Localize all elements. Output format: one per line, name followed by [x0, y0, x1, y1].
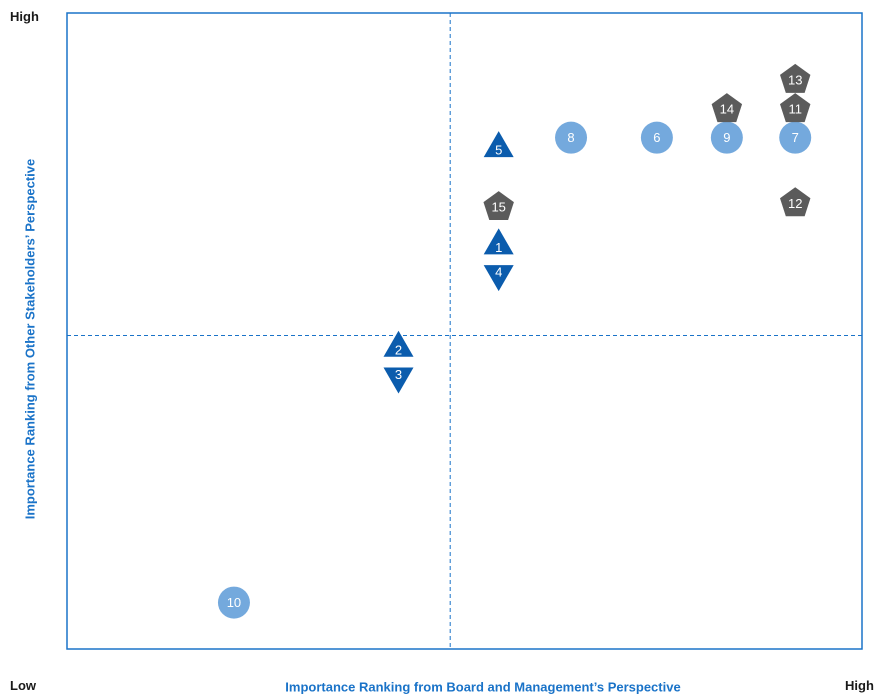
- pentagon-marker: [711, 93, 743, 123]
- marker-label: 5: [495, 143, 502, 158]
- triangle-up-marker: [483, 131, 514, 158]
- triangle-up-marker: [483, 228, 514, 255]
- x-axis-high-label: High: [845, 678, 874, 693]
- circle-marker: [217, 586, 250, 619]
- marker-label: 13: [788, 72, 802, 87]
- pentagon-marker: [483, 191, 514, 221]
- y-axis-title: Importance Ranking from Other Stakeholde…: [22, 158, 38, 520]
- marker-label: 7: [792, 130, 799, 145]
- pentagon-marker: [780, 187, 811, 217]
- marker-label: 8: [567, 130, 574, 145]
- marker-label: 6: [653, 130, 660, 145]
- marker-label: 3: [395, 367, 402, 382]
- triangle-up-marker: [383, 330, 414, 357]
- triangle-down-marker: [483, 265, 514, 292]
- circle-marker: [779, 121, 812, 154]
- marker-label: 15: [491, 200, 505, 215]
- marker-label: 11: [788, 102, 802, 117]
- circle-marker: [555, 121, 588, 154]
- marker-label: 14: [720, 102, 734, 117]
- marker-label: 2: [395, 342, 402, 357]
- marker-label: 9: [723, 130, 730, 145]
- plot-frame: [66, 12, 863, 650]
- marker-label: 10: [227, 595, 241, 610]
- pentagon-marker: [780, 93, 811, 123]
- marker-label: 4: [495, 265, 502, 280]
- circle-marker: [640, 121, 673, 154]
- pentagon-marker: [780, 63, 811, 93]
- marker-label: 1: [495, 240, 502, 255]
- x-axis-title: Importance Ranking from Board and Manage…: [285, 679, 681, 695]
- circle-marker: [710, 121, 743, 154]
- y-axis-high-label: High: [10, 9, 39, 24]
- marker-label: 12: [788, 196, 802, 211]
- triangle-down-marker: [383, 367, 414, 394]
- axis-low-label: Low: [10, 678, 36, 693]
